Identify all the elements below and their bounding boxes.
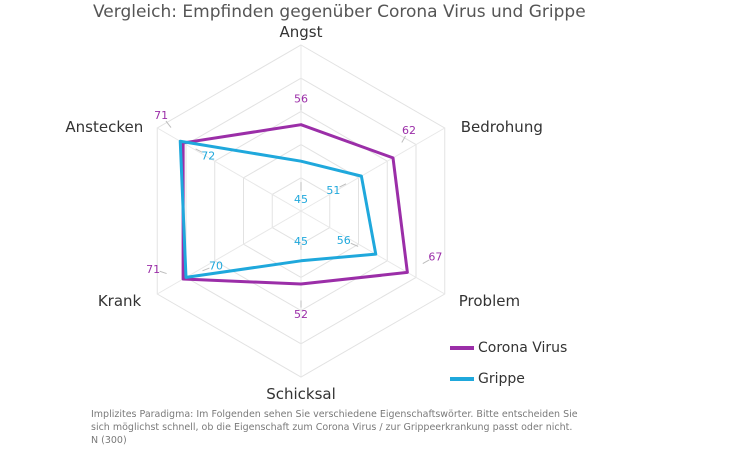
axis-label-anstecken: Anstecken (65, 118, 143, 136)
axis-label-bedrohung: Bedrohung (461, 118, 543, 136)
value-leader-corona-4 (160, 271, 167, 273)
legend-swatch-grippe (450, 377, 474, 381)
axis-label-krank: Krank (98, 292, 142, 310)
value-label-grippe-anstecken: 72 (201, 149, 215, 162)
value-label-grippe-angst: 45 (294, 193, 308, 206)
value-label-corona-schicksal: 52 (294, 308, 308, 321)
value-label-corona-bedrohung: 62 (402, 124, 416, 137)
footnote-line-2: sich möglichst schnell, ob die Eigenscha… (91, 421, 611, 434)
axis-label-angst: Angst (280, 23, 323, 41)
grid-spoke-1 (301, 128, 445, 211)
axis-label-problem: Problem (459, 292, 520, 310)
legend-item-corona: Corona Virus (450, 332, 567, 363)
footnote-line-3: N (300) (91, 434, 611, 447)
legend-label-grippe: Grippe (478, 371, 525, 387)
value-label-corona-anstecken: 71 (154, 109, 168, 122)
value-label-grippe-krank: 70 (209, 259, 223, 272)
value-label-grippe-schicksal: 45 (294, 235, 308, 248)
footnote: Implizites Paradigma: Im Folgenden sehen… (91, 408, 611, 447)
legend-label-corona: Corona Virus (478, 340, 567, 356)
value-label-grippe-bedrohung: 51 (326, 184, 340, 197)
legend-item-grippe: Grippe (450, 363, 567, 394)
footnote-line-1: Implizites Paradigma: Im Folgenden sehen… (91, 408, 611, 421)
value-label-corona-problem: 67 (428, 250, 442, 263)
legend: Corona Virus Grippe (450, 332, 567, 394)
value-label-corona-krank: 71 (146, 263, 160, 276)
grid-spoke-5 (157, 128, 301, 211)
axis-label-schicksal: Schicksal (266, 385, 336, 403)
value-label-corona-angst: 56 (294, 93, 308, 106)
value-label-grippe-problem: 56 (337, 234, 351, 247)
legend-swatch-corona (450, 346, 474, 350)
